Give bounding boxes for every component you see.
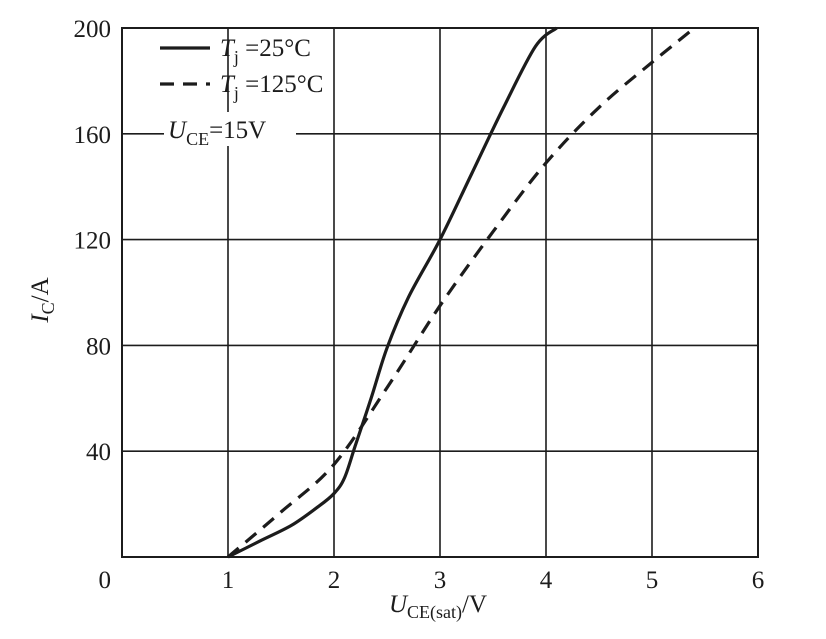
x-tick-label: 6: [752, 567, 765, 594]
x-tick-label: 0: [99, 567, 112, 594]
plot-frame: [121, 27, 759, 558]
x-tick-labels: 0 1 2 3 4 5 6: [99, 567, 765, 594]
y-axis-label-var: I: [27, 313, 54, 324]
y-tick-label: 160: [74, 122, 112, 149]
y-tick-label: 120: [74, 228, 112, 255]
x-axis-label-unit: /V: [462, 591, 487, 618]
x-axis-label: UCE(sat)/V: [389, 591, 487, 623]
grid-lines: [121, 27, 759, 558]
y-axis-label: IC/A: [27, 277, 58, 323]
y-tick-label: 80: [86, 333, 111, 360]
annotation-background: [164, 112, 296, 146]
y-axis-label-unit: /A: [27, 277, 54, 302]
x-tick-label: 2: [328, 567, 341, 594]
x-tick-label: 5: [646, 567, 659, 594]
y-tick-labels: 40 80 120 160 200: [74, 16, 112, 466]
x-tick-label: 4: [540, 567, 553, 594]
legend-label: Tj =25°C: [220, 35, 311, 67]
series-line-tj-25c: [227, 26, 558, 559]
series-lines: [226, 26, 696, 559]
legend: Tj =25°C Tj =125°C: [160, 35, 323, 103]
x-axis-label-var: U: [389, 591, 409, 618]
y-tick-label: 40: [86, 439, 111, 466]
series-line-tj-125c: [226, 26, 696, 559]
y-tick-label: 200: [74, 16, 112, 43]
y-axis-label-sub: C: [38, 302, 58, 314]
annotations: UCE=15V: [164, 112, 296, 149]
x-axis-label-sub: CE(sat): [407, 602, 462, 623]
legend-label: Tj =125°C: [220, 71, 323, 103]
x-tick-label: 3: [434, 567, 447, 594]
annotation-uce: UCE=15V: [168, 117, 266, 149]
x-tick-label: 1: [222, 567, 235, 594]
